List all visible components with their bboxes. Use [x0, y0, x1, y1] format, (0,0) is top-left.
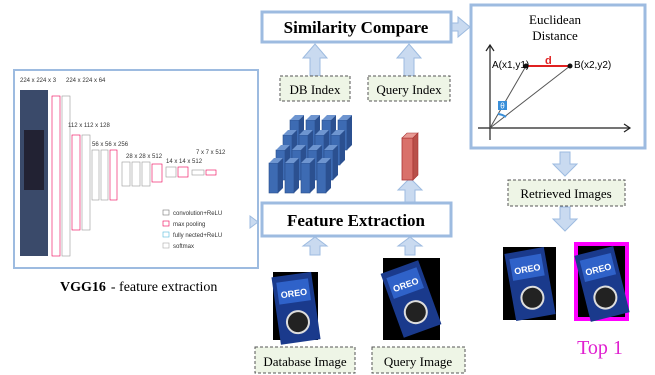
layer	[82, 135, 90, 230]
arrow-up	[397, 44, 421, 76]
arrow-right	[452, 17, 470, 37]
diagram: OREO 224 x 224 x 3 224 x 224 x 64 112 x …	[0, 0, 655, 375]
layer	[178, 167, 188, 177]
point-b: B(x2,y2)	[574, 60, 611, 71]
caption-bold: VGG16	[60, 280, 106, 295]
layer	[110, 150, 117, 200]
layer-size: 224 x 224 x 3	[20, 78, 57, 84]
similarity-label: Similarity Compare	[284, 18, 429, 37]
top1-label: Top 1	[577, 337, 623, 359]
input-car	[24, 130, 44, 190]
db-feature-cubes	[269, 115, 352, 193]
query-index-label: Query Index	[376, 82, 442, 97]
vgg-caption: VGG16 - feature extraction	[60, 280, 217, 295]
layer	[206, 170, 216, 175]
feature-extraction-label: Feature Extraction	[287, 211, 426, 230]
layer-size: 56 x 56 x 256	[92, 142, 129, 148]
legend-swatch	[163, 232, 169, 237]
layer-size: 14 x 14 x 512	[166, 159, 203, 165]
legend-label: convolution+ReLU	[173, 211, 222, 217]
layer	[101, 150, 108, 200]
arrow-up	[398, 178, 422, 202]
legend-swatch	[163, 243, 169, 248]
layer-size: 28 x 28 x 512	[126, 154, 163, 160]
arrow-up	[303, 237, 327, 255]
layer	[122, 162, 130, 186]
retrieved-images-label: Retrieved Images	[520, 186, 611, 201]
layer	[152, 164, 162, 182]
db-index-label: DB Index	[290, 82, 341, 97]
layer	[92, 150, 99, 200]
layer	[166, 167, 176, 177]
legend-label: softmax	[173, 244, 194, 250]
euclidean-title: Euclidean	[529, 12, 581, 27]
legend-swatch	[163, 221, 169, 226]
arrow-down	[553, 207, 577, 231]
angle-label: θ	[500, 102, 505, 111]
distance-label: d	[545, 55, 552, 67]
layer	[192, 170, 204, 175]
layer-size: 7 x 7 x 512	[196, 150, 226, 156]
arrow-up	[398, 237, 422, 255]
arrow-down	[553, 152, 577, 176]
layer	[142, 162, 150, 186]
layer	[62, 96, 70, 256]
query-image-label: Query Image	[384, 354, 452, 369]
legend-label: max pooling	[173, 222, 205, 228]
layer-size: 112 x 112 x 128	[68, 123, 110, 129]
legend-swatch	[163, 210, 169, 215]
database-image-label: Database Image	[263, 354, 347, 369]
layer	[72, 135, 80, 230]
euclidean-title: Distance	[532, 28, 578, 43]
point-a: A(x1,y1)	[492, 60, 529, 71]
caption-text: - feature extraction	[111, 280, 218, 295]
query-feature	[402, 133, 418, 180]
layer	[52, 96, 60, 256]
layer-size: 224 x 224 x 64	[66, 78, 106, 84]
legend-label: fully nected+ReLU	[173, 233, 222, 239]
layer	[132, 162, 140, 186]
arrow-up	[303, 44, 327, 76]
